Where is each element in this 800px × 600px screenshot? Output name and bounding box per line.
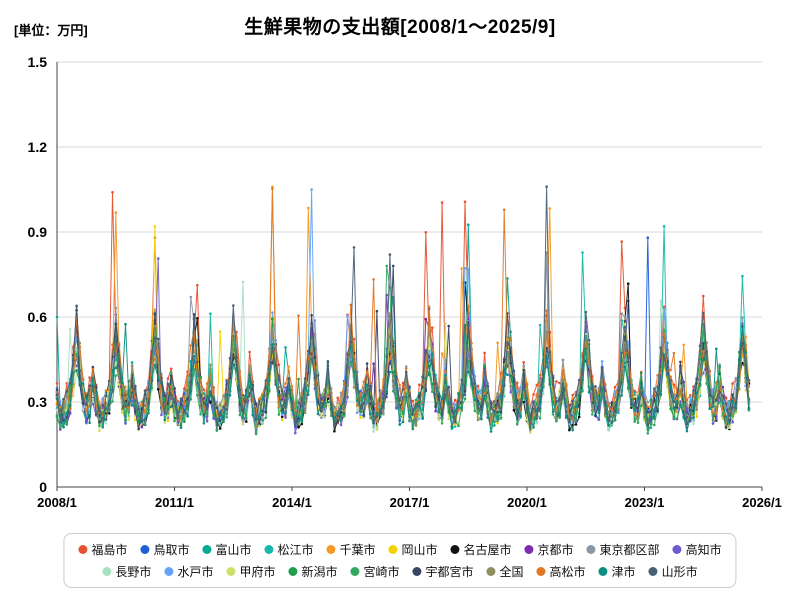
- x-tick-label: 2011/1: [155, 495, 194, 510]
- legend-dot-icon: [78, 545, 88, 554]
- page-title: 生鮮果物の支出額[2008/1～2025/9]: [244, 17, 556, 38]
- legend-item: 長野市: [102, 563, 151, 580]
- legend-label: 松江市: [277, 543, 314, 557]
- legend-item: 千葉市: [326, 541, 376, 558]
- legend-label: 東京都区部: [599, 543, 660, 557]
- x-tick-label: 2023/1: [625, 495, 665, 510]
- x-tick-label: 2026/1: [742, 495, 782, 510]
- legend-row: 福島市 鳥取市 富山市 松江市 千葉市 岡山市 名古屋市 京都市 東京都区部 高知市: [78, 541, 722, 558]
- legend-dot-icon: [486, 567, 496, 576]
- legend-label: 岡山市: [401, 543, 438, 557]
- legend-item: 山形市: [648, 563, 698, 580]
- legend-item: 東京都区部: [586, 541, 660, 558]
- x-tick-label: 2020/1: [507, 495, 547, 510]
- series-markers: [55, 322, 751, 433]
- legend-label: 津市: [611, 565, 636, 579]
- legend-item: 福島市: [78, 541, 127, 558]
- legend-dot-icon: [672, 545, 682, 554]
- legend-label: 名古屋市: [463, 543, 512, 557]
- legend-label: 甲府市: [239, 565, 276, 579]
- legend-item: 高松市: [536, 563, 586, 580]
- legend-item: 津市: [598, 563, 636, 580]
- unit-label: [単位：万円]: [14, 23, 88, 38]
- legend-dot-icon: [524, 545, 534, 554]
- legend-dot-icon: [264, 545, 274, 554]
- legend-label: 新潟市: [301, 565, 338, 579]
- legend-item: 松江市: [264, 541, 313, 558]
- y-tick-label: 0.9: [28, 224, 48, 240]
- y-tick-label: 0.3: [28, 394, 48, 410]
- legend-label: 富山市: [215, 543, 252, 557]
- legend-dot-icon: [102, 567, 112, 576]
- y-tick-label: 1.2: [28, 139, 48, 155]
- x-tick-label: 2014/1: [272, 495, 312, 510]
- legend-dot-icon: [450, 545, 460, 554]
- legend-label: 水戸市: [177, 565, 214, 579]
- legend-label: 山形市: [661, 565, 698, 579]
- legend-label: 長野市: [115, 565, 152, 579]
- series-markers: [55, 185, 751, 429]
- x-tick-label: 2017/1: [390, 495, 430, 510]
- legend-dot-icon: [326, 545, 336, 554]
- legend-item: 名古屋市: [450, 541, 512, 558]
- legend-item: 宮崎市: [350, 563, 400, 580]
- y-tick-label: 0.6: [28, 309, 48, 325]
- legend-dot-icon: [350, 567, 360, 576]
- legend-dot-icon: [140, 545, 150, 554]
- legend-label: 全国: [499, 565, 524, 579]
- legend-label: 福島市: [91, 543, 128, 557]
- legend-item: 高知市: [672, 541, 722, 558]
- legend-item: 鳥取市: [140, 541, 189, 558]
- legend-item: 新潟市: [288, 563, 337, 580]
- legend-dot-icon: [536, 567, 546, 576]
- legend-item: 水戸市: [164, 563, 213, 580]
- legend-item: 岡山市: [388, 541, 438, 558]
- legend-label: 宮崎市: [363, 565, 400, 579]
- legend-label: 高知市: [685, 543, 722, 557]
- legend-dot-icon: [202, 545, 212, 554]
- legend-row: 長野市 水戸市 甲府市 新潟市 宮崎市 宇都宮市 全国 高松市 津市 山形市: [78, 563, 721, 580]
- legend-dot-icon: [648, 567, 658, 576]
- legend-item: 全国: [486, 563, 524, 580]
- legend-dot-icon: [164, 567, 174, 576]
- legend-dot-icon: [598, 567, 608, 576]
- legend-label: 鳥取市: [153, 543, 190, 557]
- y-tick-label: 0: [39, 479, 47, 495]
- legend-label: 千葉市: [339, 543, 376, 557]
- x-tick-label: 2008/1: [37, 495, 77, 510]
- legend-label: 京都市: [537, 543, 574, 557]
- series-markers: [55, 187, 751, 428]
- legend-dot-icon: [586, 545, 596, 554]
- legend-dot-icon: [412, 567, 422, 576]
- legend-item: 富山市: [202, 541, 251, 558]
- y-tick-label: 1.5: [28, 54, 48, 70]
- legend-dot-icon: [388, 545, 398, 554]
- legend-item: 京都市: [524, 541, 574, 558]
- chart-canvas: 0 0.3 0.6 0.9 1.2 1.5 2008/1 2011/1 2014/1 2017/1…: [28, 54, 782, 510]
- legend-dot-icon: [288, 567, 298, 576]
- legend-item: 甲府市: [226, 563, 275, 580]
- legend-dot-icon: [226, 567, 236, 576]
- legend: 福島市 鳥取市 富山市 松江市 千葉市 岡山市 名古屋市 京都市 東京都区部 高知市長野市 水戸市 甲…: [63, 533, 737, 588]
- legend-label: 宇都宮市: [425, 565, 474, 579]
- legend-label: 高松市: [549, 565, 586, 579]
- legend-item: 宇都宮市: [412, 563, 474, 580]
